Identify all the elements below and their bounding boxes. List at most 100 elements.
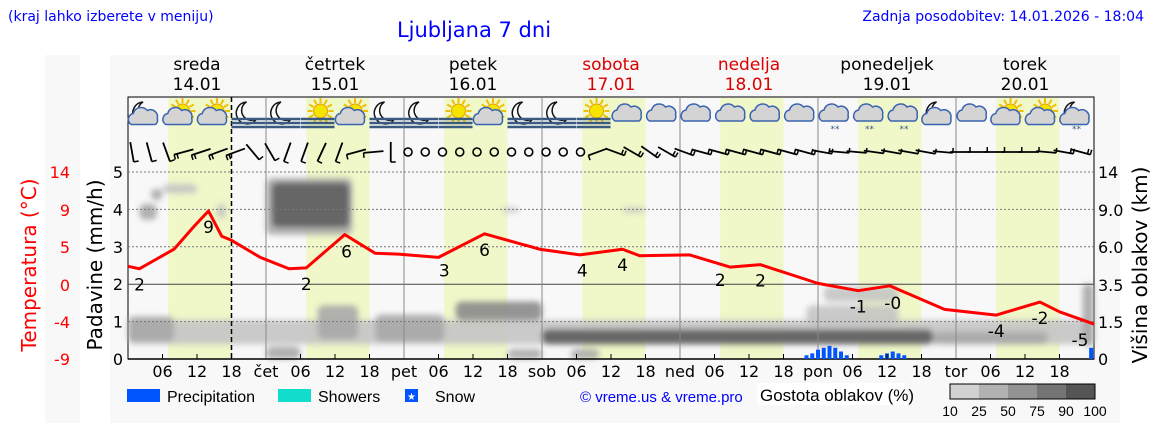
showers-label: Showers bbox=[318, 389, 380, 406]
svg-text:**: ** bbox=[900, 125, 910, 135]
hour-tick-label: 18 bbox=[773, 362, 793, 381]
cloud-patch bbox=[542, 329, 933, 344]
temp-tick-label: 9 bbox=[60, 201, 70, 220]
precip-tick-label: 4 bbox=[113, 200, 123, 219]
density-scale-label: 50 bbox=[1000, 403, 1016, 419]
day-date: 19.01 bbox=[863, 75, 912, 95]
precip-tick-label: 1 bbox=[113, 313, 123, 332]
menu-hint[interactable]: (kraj lahko izberete v meniju) bbox=[8, 9, 214, 25]
snow-bar bbox=[902, 355, 906, 359]
snow-bar bbox=[1089, 348, 1093, 359]
temperature-axis-title: Temperatura (°C) bbox=[17, 178, 41, 352]
temp-tick-label: 14 bbox=[50, 163, 70, 182]
snow-bar bbox=[845, 355, 849, 359]
cloud-tick-label: 3.5 bbox=[1098, 276, 1123, 295]
day-abbr-label: tor bbox=[945, 362, 968, 381]
snow-bar bbox=[816, 350, 820, 359]
hour-tick-label: 18 bbox=[635, 362, 655, 381]
temp-value-label: 4 bbox=[577, 262, 588, 282]
temp-value-label: -0 bbox=[884, 294, 901, 314]
density-swatch bbox=[1008, 384, 1037, 399]
snow-bar bbox=[822, 348, 826, 359]
hour-tick-label: 06 bbox=[842, 362, 862, 381]
density-scale-label: 75 bbox=[1029, 403, 1045, 419]
cloud-patch bbox=[163, 184, 198, 193]
snow-bar bbox=[805, 355, 809, 359]
density-scale-label: 100 bbox=[1083, 403, 1107, 419]
density-scale-label: 90 bbox=[1058, 403, 1074, 419]
day-abbr-label: čet bbox=[254, 362, 279, 381]
day-name: torek bbox=[1003, 55, 1047, 75]
cloud-patch bbox=[272, 183, 350, 228]
day-abbr-label: pon bbox=[803, 362, 833, 381]
temp-value-label: -5 bbox=[1072, 331, 1089, 351]
temp-value-label: 2 bbox=[134, 276, 145, 296]
daylight-band bbox=[582, 98, 645, 359]
svg-text:**: ** bbox=[831, 125, 841, 135]
hour-tick-label: 12 bbox=[601, 362, 621, 381]
snow-bar bbox=[833, 348, 837, 359]
precip-axis-title: Padavine (mm/h) bbox=[83, 179, 107, 350]
temp-value-label: 9 bbox=[203, 218, 214, 238]
daylight-band bbox=[996, 98, 1059, 359]
snow-label: Snow bbox=[435, 389, 475, 406]
precipitation-label: Precipitation bbox=[167, 389, 255, 406]
snow-bar bbox=[891, 352, 895, 359]
day-name: ponedeljek bbox=[840, 55, 934, 75]
hour-tick-label: 18 bbox=[359, 362, 379, 381]
temp-value-label: -1 bbox=[850, 298, 867, 318]
hour-tick-label: 18 bbox=[497, 362, 517, 381]
cloud-patch bbox=[217, 204, 226, 219]
cloud-patch bbox=[318, 305, 358, 339]
cloud-patch bbox=[456, 302, 542, 321]
hour-tick-label: 18 bbox=[221, 362, 241, 381]
daylight-band bbox=[720, 98, 783, 359]
last-updated: Zadnja posodobitev: 14.01.2026 - 18:04 bbox=[862, 9, 1144, 25]
cloud-tick-label: 14 bbox=[1098, 163, 1118, 182]
temp-value-label: 2 bbox=[301, 275, 312, 295]
hour-tick-label: 06 bbox=[428, 362, 448, 381]
temp-value-label: 4 bbox=[617, 256, 628, 276]
density-title: Gostota oblakov (%) bbox=[760, 386, 914, 405]
page-title: Ljubljana 7 dni bbox=[397, 18, 551, 42]
temp-tick-label: -9 bbox=[54, 350, 70, 369]
cloud-patch bbox=[151, 189, 163, 200]
day-date: 15.01 bbox=[311, 75, 360, 95]
density-swatch bbox=[1066, 384, 1095, 399]
snow-bar bbox=[879, 355, 883, 359]
cloud-patch bbox=[375, 315, 444, 342]
density-swatch bbox=[1037, 384, 1066, 399]
cloud-tick-label: 0 bbox=[1098, 350, 1108, 369]
svg-text:**: ** bbox=[865, 125, 875, 135]
temp-value-label: -2 bbox=[1031, 309, 1048, 329]
temp-value-label: 6 bbox=[341, 243, 352, 263]
cloud-tick-label: 9.0 bbox=[1098, 201, 1123, 220]
precipitation-swatch bbox=[127, 389, 160, 402]
copyright-link[interactable]: © vreme.us & vreme.pro bbox=[580, 389, 743, 406]
day-date: 18.01 bbox=[725, 75, 774, 95]
hour-tick-label: 06 bbox=[704, 362, 724, 381]
hour-tick-label: 12 bbox=[325, 362, 345, 381]
cloud-patch bbox=[571, 349, 600, 359]
cloud-patch bbox=[266, 347, 301, 359]
density-swatch bbox=[950, 384, 979, 399]
snow-star-icon: ★ bbox=[407, 392, 416, 403]
hour-tick-label: 12 bbox=[1015, 362, 1035, 381]
day-name: sreda bbox=[173, 55, 220, 75]
hour-tick-label: 12 bbox=[187, 362, 207, 381]
hour-tick-label: 12 bbox=[877, 362, 897, 381]
hour-tick-label: 06 bbox=[566, 362, 586, 381]
precip-tick-label: 3 bbox=[113, 238, 123, 257]
cloud-patch bbox=[623, 208, 646, 213]
temp-tick-label: 0 bbox=[60, 276, 70, 295]
cloud-patch bbox=[502, 208, 519, 213]
temp-value-label: 3 bbox=[439, 261, 450, 281]
cloud-patch bbox=[128, 316, 174, 341]
hour-tick-label: 12 bbox=[739, 362, 759, 381]
cloud-axis-title: Višina oblakov (km) bbox=[1128, 167, 1152, 364]
hour-tick-label: 18 bbox=[1049, 362, 1069, 381]
showers-swatch bbox=[278, 389, 311, 402]
day-abbr-label: ned bbox=[665, 362, 695, 381]
day-name: nedelja bbox=[718, 55, 780, 75]
